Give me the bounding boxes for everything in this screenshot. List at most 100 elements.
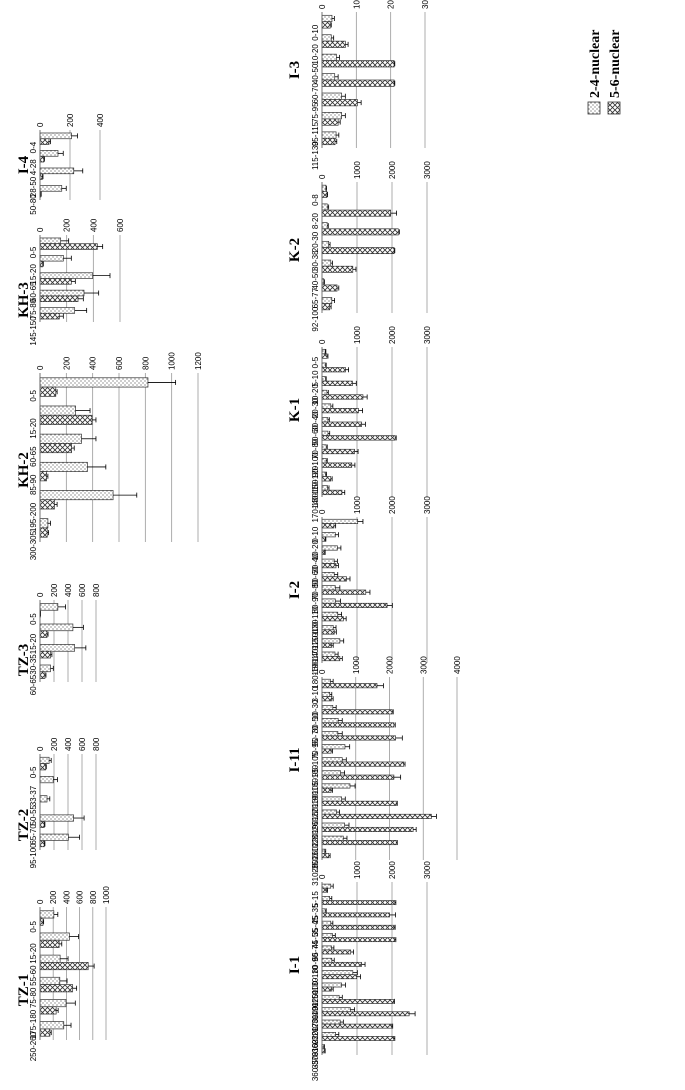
chart-panel-tz-2: 0 200 400 600 800 0-5 33-3750-5565-7095-100TZ-… bbox=[16, 737, 101, 868]
bar-2-4-nuclear bbox=[321, 297, 333, 304]
bar-2-4-nuclear bbox=[39, 150, 59, 157]
bar-2-4-nuclear bbox=[39, 255, 64, 262]
chart-panel-i-2: 0 1000 2000 3000 0-1010-2030-4050-6070-8080-… bbox=[287, 496, 432, 689]
bar-5-6-nuclear bbox=[39, 295, 79, 302]
category-label: 65-74 bbox=[311, 940, 320, 961]
category-label: 195-200 bbox=[29, 502, 38, 532]
y-tick-label: 1000 bbox=[352, 656, 361, 674]
bar-5-6-nuclear bbox=[321, 722, 395, 728]
category-label: 0-5 bbox=[29, 390, 38, 402]
bar-5-6-nuclear bbox=[321, 949, 352, 955]
bar-5-6-nuclear bbox=[39, 443, 72, 454]
y-tick-label: 800 bbox=[141, 356, 150, 370]
bar-2-4-nuclear bbox=[39, 289, 85, 297]
category-label: 65-70 bbox=[29, 824, 38, 845]
y-tick-label: 1000 bbox=[102, 886, 111, 904]
bar-5-6-nuclear bbox=[321, 394, 364, 400]
bar-2-4-nuclear bbox=[321, 744, 346, 750]
bar-5-6-nuclear bbox=[321, 924, 395, 930]
category-label: 280-310 bbox=[311, 843, 320, 873]
bar-5-6-nuclear bbox=[39, 278, 72, 285]
bar-5-6-nuclear bbox=[39, 312, 60, 320]
bar-2-4-nuclear bbox=[321, 625, 334, 631]
bar-2-4-nuclear bbox=[321, 957, 333, 963]
bar-2-4-nuclear bbox=[321, 1007, 351, 1013]
chart-panel-tz-1: 0 200 400 600 800 1000 0-5 15-2055-6075-80175-1… bbox=[16, 886, 111, 1062]
bar-5-6-nuclear bbox=[39, 962, 89, 971]
bar-5-6-nuclear bbox=[321, 748, 332, 754]
category-label: 4-28 bbox=[29, 159, 38, 176]
bar-2-4-nuclear bbox=[321, 518, 359, 524]
bar-2-4-nuclear bbox=[321, 731, 339, 737]
category-label: 10-20 bbox=[311, 539, 320, 560]
legend: 2-4-nuclear 5-6-nuclear bbox=[587, 30, 623, 115]
panel-title: K-2 bbox=[287, 238, 303, 262]
category-label: 30-38 bbox=[311, 250, 320, 271]
bar-2-4-nuclear bbox=[321, 585, 336, 591]
category-label: 30-50 bbox=[311, 712, 320, 733]
category-label: 45-55 bbox=[311, 928, 320, 949]
category-label: 55-60 bbox=[29, 965, 38, 986]
bar-5-6-nuclear bbox=[321, 1023, 393, 1029]
bar-5-6-nuclear bbox=[39, 243, 98, 250]
category-label: 40-50 bbox=[311, 63, 320, 84]
category-label: 20-30 bbox=[311, 231, 320, 252]
legend-label-5-6-nuclear: 5-6-nuclear bbox=[608, 30, 623, 98]
bar-5-6-nuclear bbox=[321, 961, 362, 967]
bar-2-4-nuclear bbox=[321, 933, 333, 938]
category-label: 120-130 bbox=[311, 619, 320, 649]
bar-5-6-nuclear bbox=[321, 137, 336, 146]
bar-5-6-nuclear bbox=[321, 616, 344, 622]
y-tick-label: 0 bbox=[318, 174, 327, 179]
chart-panel-kh-2: 0 200 400 600 800 1000 1200 0-5 15-20 60-65 85-90 1… bbox=[16, 352, 203, 561]
bar-5-6-nuclear bbox=[321, 209, 391, 217]
bar-2-4-nuclear bbox=[39, 954, 61, 963]
bar-2-4-nuclear bbox=[321, 770, 341, 776]
category-label: 170-190 bbox=[311, 1002, 320, 1032]
category-label: 220-230 bbox=[311, 1014, 320, 1044]
chart-panel-i-11: 0 1000 2000 3000 4000 3-1010-3030-5050-7070-9… bbox=[287, 656, 462, 886]
category-label: 75-95 bbox=[311, 102, 320, 123]
bar-5-6-nuclear bbox=[39, 939, 60, 948]
bar-5-6-nuclear bbox=[39, 1028, 51, 1037]
bar-5-6-nuclear bbox=[321, 576, 347, 582]
y-tick-label: 200 bbox=[66, 113, 75, 127]
bar-5-6-nuclear bbox=[321, 813, 432, 819]
y-tick-label: 400 bbox=[62, 890, 71, 904]
bar-5-6-nuclear bbox=[39, 1006, 57, 1015]
bar-5-6-nuclear bbox=[321, 974, 358, 980]
category-label: 5-15 bbox=[311, 891, 320, 908]
panel-title: KH-2 bbox=[16, 452, 32, 488]
bar-2-4-nuclear bbox=[321, 458, 327, 464]
bar-2-4-nuclear bbox=[39, 433, 82, 444]
y-tick-label: 3000 bbox=[423, 161, 432, 179]
bar-2-4-nuclear bbox=[321, 598, 336, 604]
y-tick-label: 2000 bbox=[386, 656, 395, 674]
panel-title: KH-3 bbox=[16, 282, 32, 318]
y-tick-label: 0 bbox=[36, 365, 45, 370]
category-label: 65-77 bbox=[311, 287, 320, 308]
chart-panel-i-1: 0 1000 2000 3000 5-1525-3535-4545-5565-7480-… bbox=[287, 861, 432, 1082]
y-tick-label: 2000 bbox=[388, 861, 397, 879]
category-label: 115-130 bbox=[311, 141, 320, 170]
bar-2-4-nuclear bbox=[39, 932, 70, 941]
bar-2-4-nuclear bbox=[321, 240, 330, 248]
bar-2-4-nuclear bbox=[321, 970, 354, 976]
y-tick-label: 1000 bbox=[352, 0, 361, 9]
y-tick-label: 600 bbox=[78, 737, 87, 751]
category-label: 260-280 bbox=[311, 830, 320, 860]
category-label: 50-55 bbox=[29, 804, 38, 825]
bar-2-4-nuclear bbox=[321, 34, 332, 42]
bar-5-6-nuclear bbox=[39, 138, 50, 145]
bar-2-4-nuclear bbox=[321, 757, 343, 763]
legend-label-2-4-nuclear: 2-4-nuclear bbox=[588, 30, 603, 98]
category-label: 95-115 bbox=[311, 121, 320, 146]
bar-5-6-nuclear bbox=[321, 853, 330, 859]
category-label: 70-95 bbox=[311, 738, 320, 759]
category-label: 10-20 bbox=[311, 384, 320, 405]
chart-panels: 0 1000 2000 30000-1010-2040-5060-7075-9595-… bbox=[16, 0, 462, 1081]
bar-2-4-nuclear bbox=[321, 883, 332, 889]
bar-2-4-nuclear bbox=[321, 678, 331, 684]
bar-2-4-nuclear bbox=[321, 558, 335, 564]
bar-2-4-nuclear bbox=[39, 490, 114, 501]
